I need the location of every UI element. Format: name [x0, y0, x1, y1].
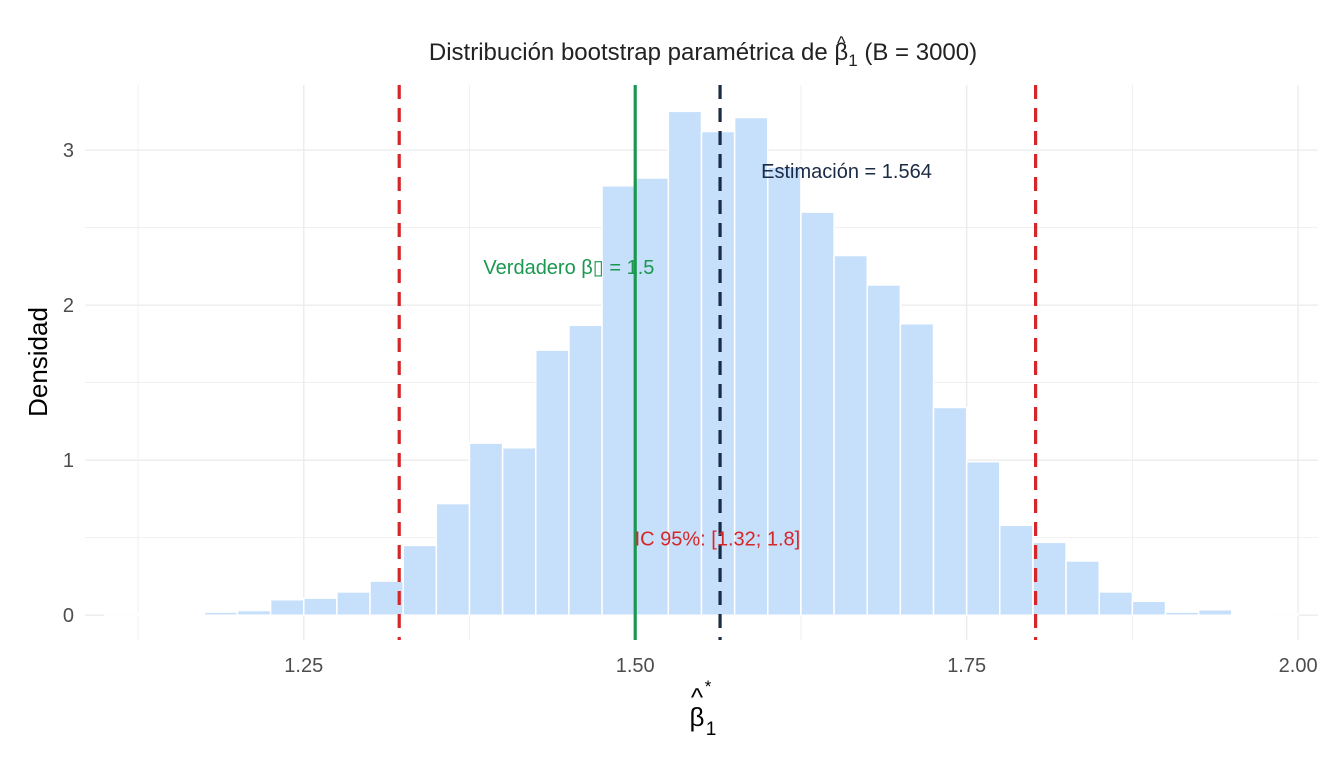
y-tick-label: 3	[63, 140, 74, 162]
title-symbol: β	[834, 39, 848, 66]
histogram-bar	[203, 611, 239, 616]
x-tick-label: 1.50	[616, 655, 655, 677]
x-axis-title: ^ * β 1	[690, 677, 717, 740]
histogram-bar	[767, 166, 802, 616]
histogram-bar	[1032, 541, 1067, 616]
histogram-bars	[104, 110, 1299, 616]
histogram-bar	[303, 597, 338, 616]
histogram-bar	[667, 110, 703, 616]
title-suffix: (B = 3000)	[858, 39, 977, 66]
histogram-bar	[999, 524, 1034, 616]
histogram-bar	[269, 598, 305, 616]
title-hat: ^	[837, 33, 846, 53]
histogram-bar	[336, 591, 371, 616]
histogram-bar	[402, 544, 438, 616]
histogram-bar	[535, 349, 570, 616]
histogram-bar	[468, 442, 504, 616]
x-axis-title-hat: ^	[691, 682, 704, 712]
histogram-bar	[1164, 611, 1200, 616]
histogram-bar	[568, 324, 603, 616]
histogram-bar	[965, 460, 1001, 616]
estimate-label: Estimación = 1.564	[761, 161, 932, 183]
histogram-bar	[899, 322, 935, 616]
x-axis-title-subscript: 1	[706, 719, 717, 740]
x-axis-title-symbol: β	[690, 702, 705, 732]
x-axis-title-superscript: *	[705, 677, 712, 696]
histogram-bar	[833, 254, 868, 616]
y-tick-label: 0	[63, 605, 74, 627]
true-beta-label: Verdadero β▯ = 1.5	[483, 257, 654, 279]
histogram-bar	[866, 284, 902, 616]
histogram-bar	[800, 211, 835, 616]
y-tick-label: 2	[63, 295, 74, 317]
annotations: Estimación = 1.564 Verdadero β▯ = 1.5 IC 9…	[483, 161, 931, 550]
histogram-bar	[1098, 591, 1134, 616]
x-tick-label: 2.00	[1279, 655, 1318, 677]
ci-label: IC 95%: [1.32; 1.8]	[635, 528, 801, 550]
x-tick-label: 1.25	[284, 655, 323, 677]
histogram-bar	[1264, 612, 1299, 616]
histogram-bar	[137, 613, 172, 616]
histogram-bar	[932, 406, 968, 616]
histogram-bar	[104, 612, 139, 616]
x-tick-label: 1.75	[947, 655, 986, 677]
histogram-bar	[1231, 613, 1266, 616]
histogram-bar	[1131, 600, 1167, 616]
histogram-bar	[501, 447, 537, 616]
chart-title: Distribución bootstrap paramétrica de β1…	[429, 39, 977, 70]
y-tick-labels: 0 1 2 3	[63, 140, 74, 627]
y-axis-title: Densidad	[23, 307, 53, 417]
reference-lines	[397, 85, 1038, 640]
title-subscript: 1	[848, 51, 857, 70]
y-tick-label: 1	[63, 450, 74, 472]
histogram-bar	[236, 609, 272, 616]
histogram-bar	[1197, 609, 1233, 616]
histogram-bar	[435, 502, 471, 616]
x-tick-labels: 1.25 1.50 1.75 2.00	[284, 655, 1317, 677]
title-prefix: Distribución bootstrap paramétrica de	[429, 39, 835, 66]
histogram-bar	[1065, 560, 1100, 616]
histogram-bar	[601, 185, 636, 616]
histogram-bar	[170, 613, 206, 616]
